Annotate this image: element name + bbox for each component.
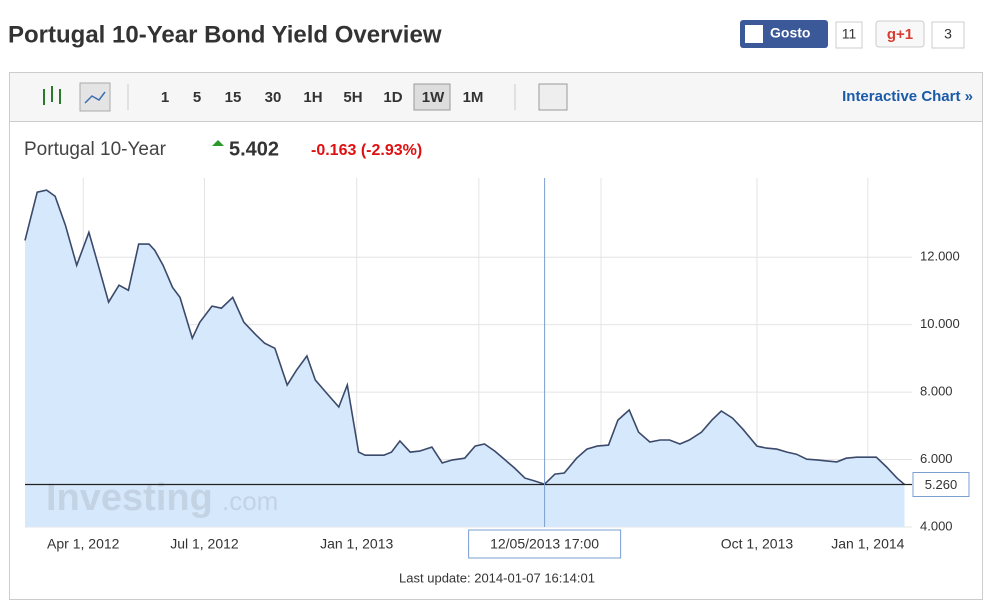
last-value-box <box>912 472 970 498</box>
y-tick-label: 10.000 <box>920 316 960 331</box>
watermark: Investing <box>46 477 213 519</box>
x-tick-label: Apr 1, 2012 <box>47 536 120 552</box>
plus-count: 3 <box>944 26 952 42</box>
period-button[interactable]: 5 <box>193 89 201 106</box>
fb-icon <box>745 25 763 43</box>
like-label[interactable]: Gosto <box>770 25 810 41</box>
like-count-box <box>835 21 863 49</box>
quote-name: Portugal 10-Year <box>24 139 167 160</box>
like-count: 11 <box>842 26 857 42</box>
watermark-suffix: .com <box>222 486 278 516</box>
toolbar <box>10 73 982 121</box>
y-tick-label: 4.000 <box>920 518 953 533</box>
plus-count-box <box>931 21 965 49</box>
x-tick-label: Oct 1, 2013 <box>721 536 794 552</box>
period-button[interactable]: 30 <box>265 89 282 106</box>
crosshair-box <box>468 529 622 559</box>
period-active <box>413 83 451 111</box>
period-button[interactable]: 1H <box>303 89 322 106</box>
period-button[interactable]: 5H <box>343 89 362 106</box>
last-value-label: 5.260 <box>925 477 958 492</box>
plus-button[interactable] <box>875 20 925 48</box>
y-tick-label: 12.000 <box>920 249 960 264</box>
plus-label[interactable]: g+1 <box>887 26 913 43</box>
period-button[interactable]: 1M <box>463 89 484 106</box>
x-tick-label: Jan 1, 2014 <box>831 536 904 552</box>
y-tick-label: 8.000 <box>920 384 953 399</box>
candle-icon[interactable] <box>43 86 61 105</box>
page-title: Portugal 10-Year Bond Yield Overview <box>8 21 442 48</box>
x-tick-label: Jul 1, 2012 <box>170 536 239 552</box>
quote-change: -0.163 (-2.93%) <box>311 142 422 159</box>
period-button[interactable]: 1D <box>383 89 402 106</box>
x-tick-label: Jan 1, 2013 <box>320 536 393 552</box>
up-arrow <box>212 140 224 146</box>
last-update: Last update: 2014-01-07 16:14:01 <box>399 570 595 585</box>
line <box>24 189 906 486</box>
y-tick-label: 6.000 <box>920 451 953 466</box>
period-button[interactable]: 1 <box>161 89 169 106</box>
quote-last: 5.402 <box>229 138 279 160</box>
table-icon[interactable] <box>538 83 568 111</box>
period-button[interactable]: 15 <box>225 89 242 106</box>
crosshair-label: 12/05/2013 17:00 <box>490 536 599 552</box>
interactive-chart-link[interactable]: Interactive Chart » <box>842 88 973 105</box>
period-button[interactable]: 1W <box>422 89 445 106</box>
line-icon-glyph <box>84 91 106 104</box>
